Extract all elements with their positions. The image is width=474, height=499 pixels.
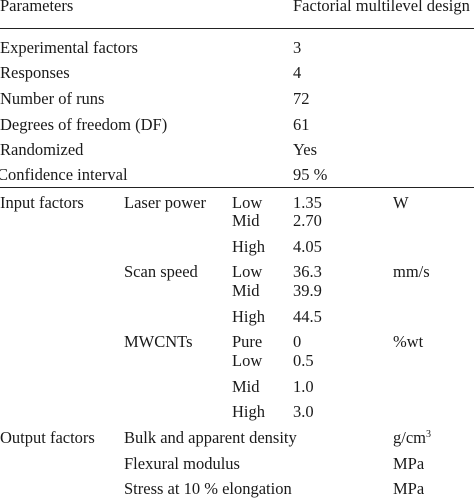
output-unit: g/cm3 [393,428,431,447]
param-label: Responses [0,63,70,82]
level-label: High [232,237,265,256]
output-name: Stress at 10 % elongation [124,479,292,498]
param-value: Yes [293,140,318,159]
header-rule [0,28,474,29]
param-value: 72 [293,89,310,108]
output-unit: MPa [393,479,425,498]
level-value: 1.0 [293,377,314,396]
level-value: 0 [293,332,302,351]
param-label: Experimental factors [0,38,138,57]
section-rule [0,187,474,188]
param-value: 4 [293,63,302,82]
level-label: High [232,307,265,326]
level-value: 3.0 [293,402,314,421]
output-factors-label: Output factors [0,428,95,447]
param-label: Degrees of freedom (DF) [0,115,168,134]
output-name: Bulk and apparent density [124,428,297,447]
level-value: 2.70 [293,211,322,230]
level-label: Mid [232,377,260,396]
unit-superscript: 3 [426,429,431,440]
factor-unit: mm/s [393,262,430,281]
output-name: Flexural modulus [124,454,240,473]
level-label: Mid [232,211,260,230]
level-value: 44.5 [293,307,322,326]
level-value: 36.3 [293,262,322,281]
param-value: 3 [293,38,302,57]
param-label: Number of runs [0,89,105,108]
level-value: 0.5 [293,351,314,370]
level-label: Low [232,351,263,370]
param-value: 95 % [293,165,328,184]
param-label: Confidence interval [0,165,128,184]
level-label: Pure [232,332,263,351]
input-factors-label: Input factors [0,193,84,212]
factor-name-mwcnts: MWCNTs [124,332,193,351]
param-value: 61 [293,115,310,134]
param-label: Randomized [0,140,84,159]
level-value: 39.9 [293,281,322,300]
level-label: Low [232,262,263,281]
level-label: Low [232,193,263,212]
factor-name-laser-power: Laser power [124,193,207,212]
level-value: 4.05 [293,237,322,256]
header-design: Factorial multilevel design [293,0,470,15]
level-value: 1.35 [293,193,322,212]
output-unit: MPa [393,454,425,473]
header-parameters: Parameters [0,0,74,15]
level-label: High [232,402,265,421]
factor-unit: W [393,193,409,212]
factor-name-scan-speed: Scan speed [124,262,198,281]
level-label: Mid [232,281,260,300]
factor-unit: %wt [393,332,424,351]
